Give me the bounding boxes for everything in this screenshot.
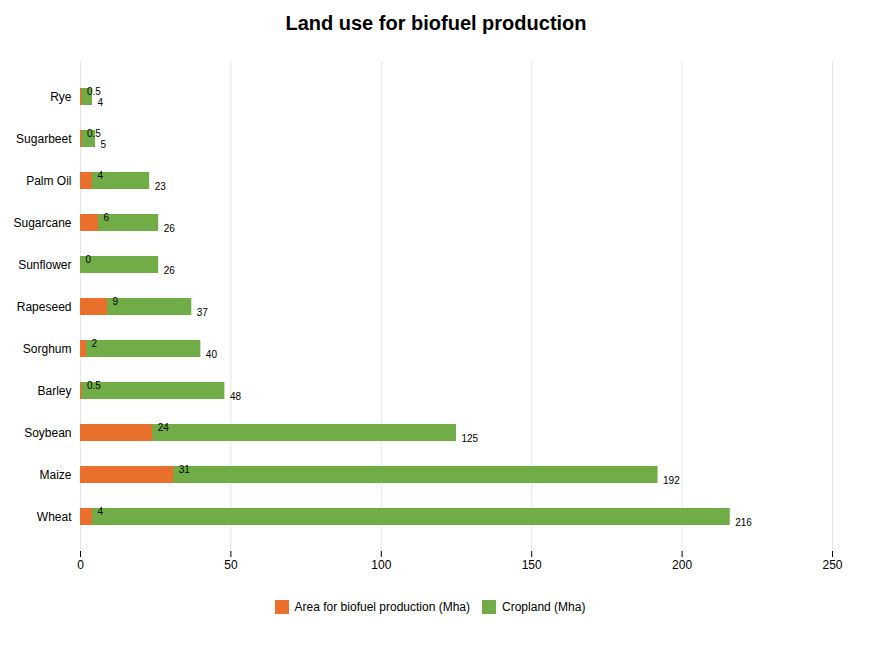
svg-text:0.5: 0.5 [87,86,101,97]
html-text:Cropland (Mha): Cropland (Mha) [502,599,586,614]
svg-text:48: 48 [230,391,242,402]
svg-text:Rye: Rye [50,90,72,104]
svg-text:Sunflower: Sunflower [18,258,71,272]
svg-text:24: 24 [158,422,170,433]
svg-text:4: 4 [98,506,104,517]
svg-text:125: 125 [462,433,479,444]
svg-text:26: 26 [164,223,176,234]
svg-text:50: 50 [224,558,238,572]
svg-text:6: 6 [104,212,110,223]
svg-text:Palm Oil: Palm Oil [26,174,71,188]
html-text:Land use for biofuel productio: Land use for biofuel production [285,12,587,34]
html-text:Area for biofuel production (M: Area for biofuel production (Mha) [294,599,470,614]
svg-text:Sorghum: Sorghum [23,342,72,356]
svg-text:26: 26 [164,265,176,276]
svg-text:37: 37 [197,307,209,318]
svg-text:31: 31 [179,464,191,475]
svg-text:Barley: Barley [37,384,71,398]
svg-text:Sugarcane: Sugarcane [13,216,71,230]
svg-text:23: 23 [155,181,167,192]
svg-text:250: 250 [822,558,842,572]
svg-text:4: 4 [98,170,104,181]
svg-text:0: 0 [77,558,84,572]
svg-text:100: 100 [371,558,391,572]
svg-text:192: 192 [663,475,680,486]
svg-text:Wheat: Wheat [37,510,72,524]
svg-text:216: 216 [735,517,752,528]
svg-text:9: 9 [113,296,119,307]
svg-text:Maize: Maize [39,468,71,482]
svg-text:2: 2 [92,338,98,349]
svg-text:Soybean: Soybean [24,426,71,440]
svg-text:0.5: 0.5 [87,128,101,139]
svg-text:4: 4 [98,97,104,108]
svg-text:Sugarbeet: Sugarbeet [16,132,72,146]
svg-text:200: 200 [672,558,692,572]
svg-text:0: 0 [86,254,92,265]
svg-text:0.5: 0.5 [87,380,101,391]
svg-text:150: 150 [522,558,542,572]
svg-text:40: 40 [206,349,218,360]
svg-text:Rapeseed: Rapeseed [17,300,72,314]
svg-text:5: 5 [101,139,107,150]
